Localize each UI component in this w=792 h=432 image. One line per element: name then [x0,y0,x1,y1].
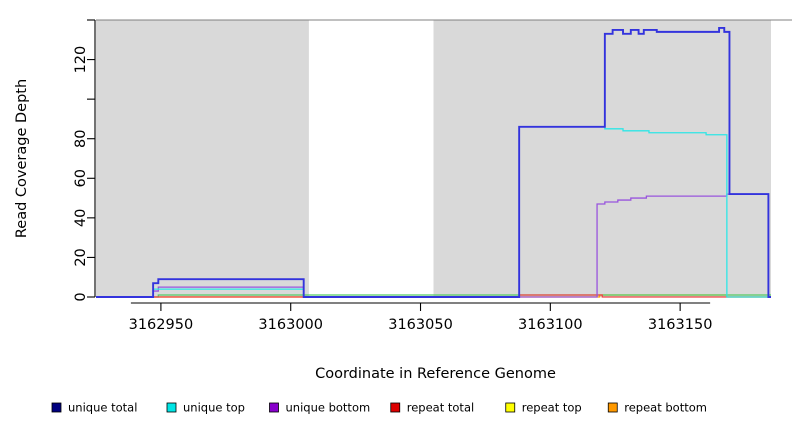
shaded-region [433,20,771,297]
legend-item[interactable]: unique bottom [269,401,371,415]
legend-label-unique-bottom: unique bottom [286,401,371,415]
x-tick-label: 3162950 [129,317,194,333]
shaded-regions [96,20,771,297]
legend-item[interactable]: unique top [166,401,245,415]
legend-label-unique-total: unique total [68,401,137,415]
legend-swatch-repeat-total [390,402,401,413]
y-axis-title: Read Coverage Depth [14,79,30,238]
legend-item[interactable]: repeat total [390,401,474,415]
legend-item[interactable]: unique total [51,401,137,415]
legend-label-repeat-total: repeat total [407,401,474,415]
y-tick-label: 80 [73,129,89,147]
legend-swatch-repeat-bottom [607,402,618,413]
x-axis: 3162950 3163000 3163050 3163100 3163150 [129,302,713,333]
legend-swatch-unique-top [166,402,177,413]
series-line-unique-top [96,126,771,298]
shaded-region [96,20,309,297]
y-tick-label: 60 [73,169,89,187]
x-tick-label: 3163100 [518,317,583,333]
legend-label-repeat-top: repeat top [522,401,582,415]
y-axis: 0 20 40 60 80 120 [73,19,96,302]
series-line-unique-total [96,26,771,298]
y-tick-label: 20 [73,248,89,266]
legend: unique total unique top unique bottom repea… [51,401,707,415]
legend-label-repeat-bottom: repeat bottom [624,401,707,415]
legend-swatch-repeat-top [505,402,516,413]
y-tick-label: 40 [73,209,89,227]
legend-swatch-unique-bottom [269,402,279,413]
x-tick-label: 3163050 [388,317,453,333]
legend-item[interactable]: repeat bottom [607,401,707,415]
x-tick-label: 3163000 [258,317,323,333]
legend-swatch-unique-total [51,402,62,413]
x-axis-title: Coordinate in Reference Genome [315,366,556,382]
y-tick-label: 0 [73,292,89,301]
series-group [96,26,771,298]
x-tick-label: 3163150 [648,317,713,333]
legend-label-unique-top: unique top [183,401,245,415]
legend-item[interactable]: repeat top [505,401,582,415]
y-tick-label: 120 [73,46,89,74]
